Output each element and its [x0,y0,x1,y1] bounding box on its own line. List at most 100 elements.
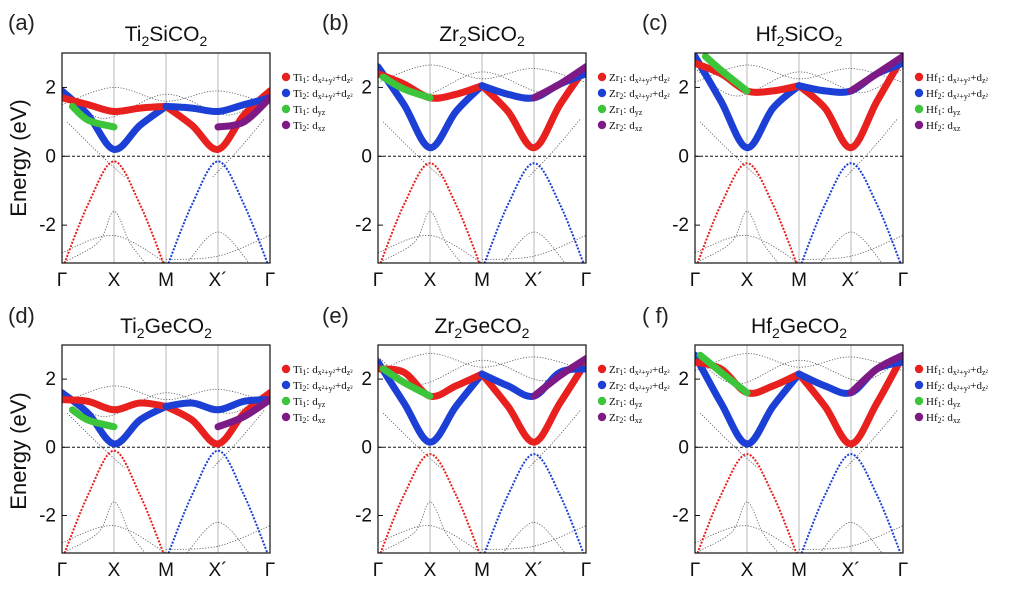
panel-title: Hf2GeCO2 [751,315,847,341]
thin-band [502,521,566,553]
y-tick-label: -2 [672,215,689,236]
conduction-band-green [701,53,751,95]
thin-band [186,231,250,263]
y-tick-label: 2 [678,369,689,390]
conduction-band-blue-left [695,351,803,448]
valence-band-red [63,160,165,263]
x-tick-label: Γ [898,270,908,291]
legend-atom-index: 1 [619,76,623,85]
legend-marker [597,412,607,422]
panel-frame [61,344,271,554]
panel-frame [61,52,271,264]
y-tick-label: 2 [361,77,372,98]
legend-atom-index: 1 [302,400,306,409]
legend-entry: Ti2: dxz [293,120,326,133]
legend-marker [281,88,291,98]
title-rest: GeCO [780,315,840,338]
x-tick-label: M [791,270,807,291]
x-tick-label: Γ [57,560,67,581]
legend-orbital-sub2: z² [982,384,989,393]
legend-orbital-plus: +d [335,72,347,84]
x-tick-label: X [741,270,754,291]
legend-orbital: : d [306,72,318,84]
legend-element: Hf [926,72,938,84]
thin-band [798,235,903,260]
legend-marker [914,88,924,98]
legend-entry: Hf2: dxz [926,120,961,133]
x-tick-label: X [108,560,121,581]
valence-band-blue [800,162,902,263]
legend-orbital-plus: +d [970,380,982,392]
legend-atom-index: 1 [938,400,942,409]
legend-orbital: : d [623,120,635,132]
thin-band [695,210,779,263]
thin-band [695,353,903,371]
legend-atom-index: 2 [619,416,623,425]
legend-element: Zr [609,104,620,116]
legend-orbital-plus: +d [652,364,664,376]
legend-element: Zr [609,120,620,132]
legend-orbital-sub: x²+y² [953,76,971,85]
legend-atom-index: 2 [938,124,942,133]
legend-marker [281,120,291,130]
legend-atom-index: 2 [619,384,623,393]
thin-band [378,353,586,371]
title-base: Ti [120,315,137,338]
panel-frame [694,52,904,264]
legend-orbital-sub2: z² [664,384,671,393]
x-tick-label: Γ [690,560,700,581]
legend-entry: Ti1: dx²+y²+dz² [293,364,353,377]
legend-atom-index: 2 [302,92,306,101]
legend-orbital: : d [623,72,635,84]
title-subscript: 2 [835,33,843,49]
y-tick-label: -2 [355,215,372,236]
legend-element: Ti [293,412,302,424]
legend-entry: Hf1: dyz [926,396,961,409]
valence-band-red [379,453,481,553]
legend-orbital-sub: xz [953,124,961,133]
legend-element: Hf [926,120,938,132]
legend-entry: Hf2: dxz [926,412,961,425]
x-tick-label: X´ [209,560,228,581]
thin-band [212,118,266,178]
title-base: Zr [439,23,459,46]
conduction-band-green [68,406,118,431]
legend-atom-index: 1 [619,400,623,409]
legend-marker [914,412,924,422]
legend-orbital-sub: xz [635,416,643,425]
conduction-band-purple [847,351,903,397]
conduction-band-blue-left [62,389,170,448]
legend-orbital-plus: +d [335,364,347,376]
legend-marker [914,364,924,374]
panel-label: (c) [642,10,668,35]
legend-entry: Hf2: dx²+y²+dz² [926,380,989,393]
legend-orbital-sub: xz [953,416,961,425]
panel-frame [377,344,587,554]
legend-element: Zr [609,380,620,392]
x-tick-label: X [424,270,437,291]
legend-orbital: : d [306,380,318,392]
legend-element: Hf [926,380,938,392]
legend-orbital-plus: +d [970,88,982,100]
legend-entry: Zr1: dyz [609,396,643,409]
legend-atom-index: 1 [302,108,306,117]
legend-orbital-sub2: z² [347,384,354,393]
legend-orbital-sub: x²+y² [318,92,336,101]
legend-atom-index: 2 [938,416,942,425]
legend-atom-index: 2 [302,384,306,393]
legend-entry: Zr2: dxz [609,412,643,425]
legend-atom-index: 1 [302,76,306,85]
thin-band [186,521,250,553]
title-base: Ti [125,23,142,46]
legend-atom-index: 2 [302,124,306,133]
legend-entry: Zr2: dx²+y²+dz² [609,88,670,101]
y-tick-label: 0 [678,146,689,167]
conduction-band-green [379,73,434,102]
legend-orbital-sub2: z² [347,368,354,377]
legend-marker [597,120,607,130]
thin-band [819,231,883,263]
legend-entry: Hf1: dx²+y²+dz² [926,364,989,377]
